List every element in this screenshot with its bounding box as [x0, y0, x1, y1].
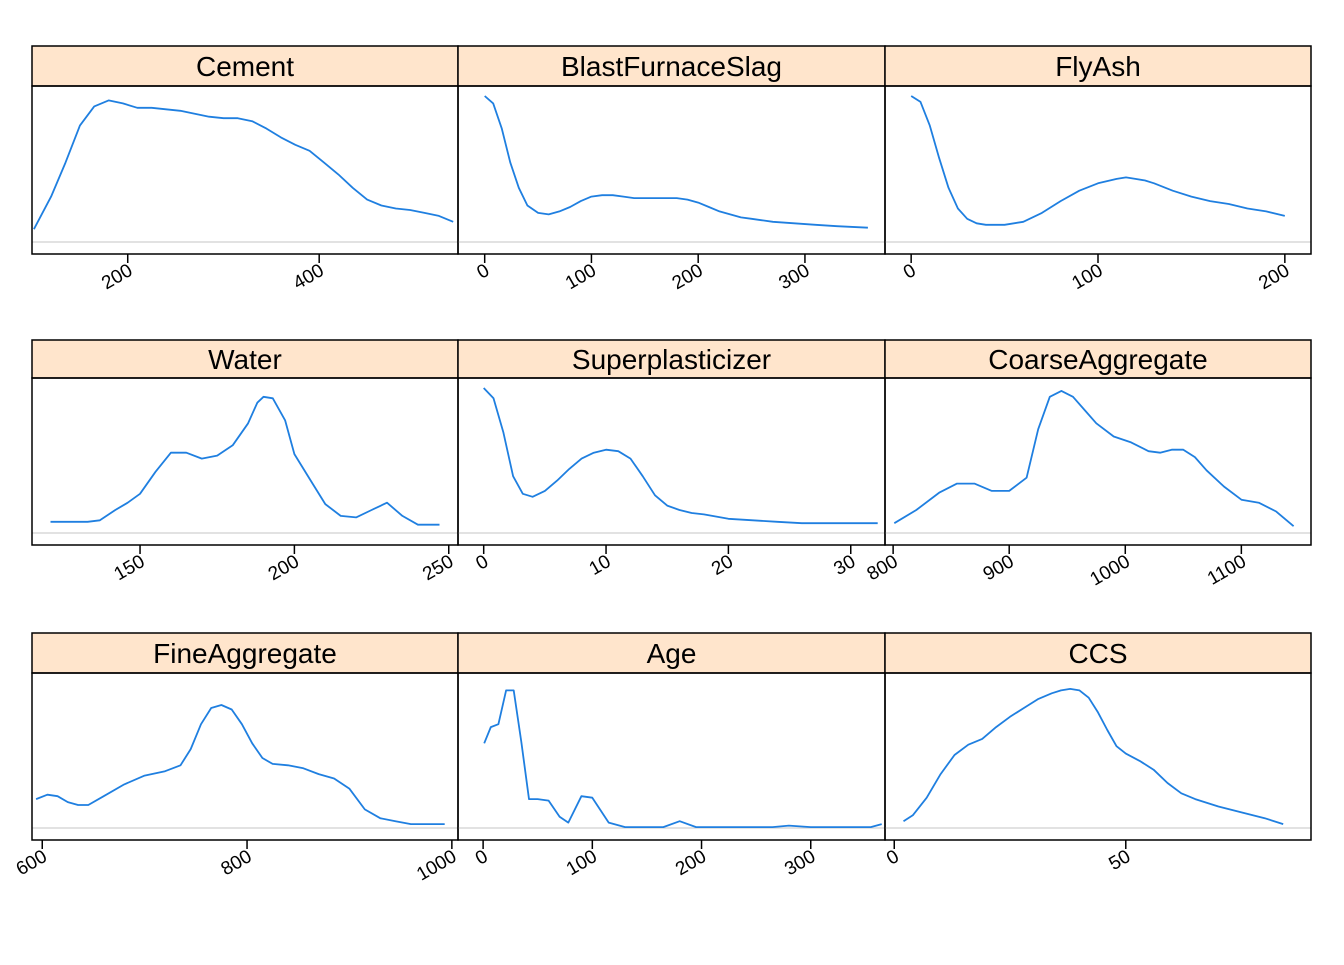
panel-superplasticizer: Superplasticizer 0 10 20 30 [457, 339, 886, 580]
x-tick-label-flyash-200: 200 [1255, 260, 1293, 294]
panel-frame-blastfurnaceslag [457, 85, 886, 255]
density-line-water [50, 395, 440, 526]
panel-frame-coarseaggregate [884, 377, 1312, 546]
strip-label-cement: Cement [196, 51, 294, 82]
panel-frame-superplasticizer [457, 377, 886, 546]
x-tick-label-coarseaggregate-900: 900 [980, 551, 1018, 585]
x-tick-label-blastfurnaceslag-100: 100 [562, 260, 600, 294]
panel-ccs: CCS 0 50 [883, 632, 1312, 875]
x-tick-label-water-150: 150 [111, 551, 149, 585]
x-tick-label-blastfurnaceslag-300: 300 [775, 260, 813, 294]
strip-water [31, 339, 459, 379]
x-tick-label-superplasticizer-0: 0 [473, 551, 493, 574]
x-tick-label-ccs-0: 0 [883, 846, 903, 869]
strip-label-superplasticizer: Superplasticizer [572, 344, 771, 375]
x-tick-label-blastfurnaceslag-0: 0 [474, 260, 494, 283]
strip-age [457, 632, 886, 674]
panel-frame-age [457, 672, 886, 841]
x-tick-label-fineaggregate-1000: 1000 [413, 846, 460, 885]
x-tick-label-superplasticizer-10: 10 [586, 551, 615, 580]
panel-cement: Cement 200 400 [31, 45, 459, 294]
density-line-coarseaggregate [893, 389, 1295, 527]
density-line-fineaggregate [35, 704, 445, 825]
strip-label-fineaggregate: FineAggregate [153, 638, 337, 669]
x-tick-label-ccs-50: 50 [1105, 846, 1134, 875]
strip-label-water: Water [208, 344, 282, 375]
x-tick-label-fineaggregate-800: 800 [218, 846, 256, 880]
strip-blastfurnaceslag [457, 45, 886, 87]
strip-label-coarseaggregate: CoarseAggregate [988, 344, 1207, 375]
x-tick-label-flyash-100: 100 [1069, 260, 1107, 294]
x-tick-label-fineaggregate-600: 600 [13, 846, 51, 880]
density-line-flyash [910, 95, 1286, 226]
panel-flyash: FlyAsh 0 100 200 [884, 45, 1312, 294]
x-tick-label-cement-200: 200 [98, 260, 136, 294]
x-tick-label-coarseaggregate-1000: 1000 [1087, 551, 1134, 590]
x-tick-label-flyash-0: 0 [900, 260, 920, 283]
x-tick-label-water-200: 200 [265, 551, 303, 585]
x-tick-label-coarseaggregate-800: 800 [864, 551, 902, 585]
x-tick-label-cement-400: 400 [290, 260, 328, 294]
x-tick-label-age-300: 300 [781, 846, 819, 880]
x-tick-label-blastfurnaceslag-200: 200 [669, 260, 707, 294]
strip-label-age: Age [647, 638, 697, 669]
x-tick-label-coarseaggregate-1100: 1100 [1204, 551, 1250, 590]
panel-frame-cement [31, 85, 459, 255]
density-line-blastfurnaceslag [484, 95, 868, 229]
x-tick-label-superplasticizer-30: 30 [830, 551, 859, 580]
panel-blastfurnaceslag: BlastFurnaceSlag 0 100 200 300 [457, 45, 886, 294]
panel-frame-flyash [884, 85, 1312, 255]
strip-label-ccs: CCS [1068, 638, 1127, 669]
panel-frame-fineaggregate [31, 672, 459, 841]
strip-ccs [884, 632, 1312, 674]
x-tick-label-age-0: 0 [472, 846, 492, 869]
strip-label-flyash: FlyAsh [1055, 51, 1141, 82]
panel-age: Age 0 100 200 300 [457, 632, 886, 880]
density-line-superplasticizer [483, 387, 878, 525]
strip-cement [31, 45, 459, 87]
strip-coarseaggregate [884, 339, 1312, 379]
panel-fineaggregate: FineAggregate 600 800 1000 [13, 632, 460, 885]
panel-water: Water 150 200 250 [31, 339, 459, 585]
density-line-age [483, 689, 882, 828]
density-line-ccs [903, 688, 1284, 825]
strip-label-blastfurnaceslag: BlastFurnaceSlag [561, 51, 782, 82]
x-tick-label-superplasticizer-20: 20 [708, 551, 737, 580]
density-line-cement [33, 99, 454, 230]
panel-frame-ccs [884, 672, 1312, 841]
panel-coarseaggregate: CoarseAggregate 800 900 1000 1100 [864, 339, 1312, 590]
x-tick-label-age-200: 200 [672, 846, 710, 880]
x-tick-label-age-100: 100 [563, 846, 601, 880]
strip-flyash [884, 45, 1312, 87]
x-tick-label-water-250: 250 [419, 551, 457, 585]
